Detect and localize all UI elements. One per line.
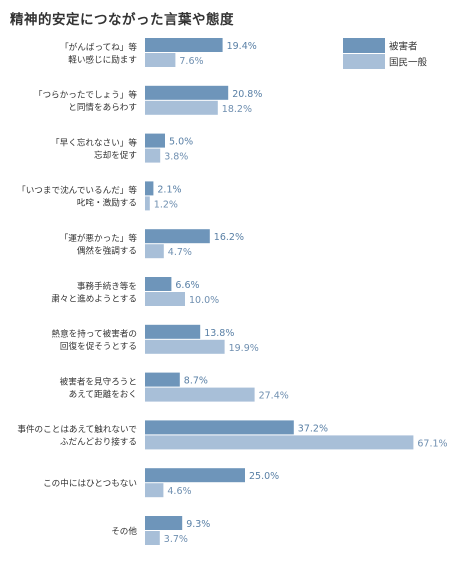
bar-victim-1 <box>145 85 229 100</box>
bar-victim-5 <box>145 277 172 291</box>
bar-public-4 <box>145 244 164 259</box>
value-label-victim-5: 6.6% <box>175 280 199 291</box>
category-label-3-1: 叱咤・激励する <box>77 197 137 209</box>
category-label-7-1: あえて距離をおく <box>69 388 137 400</box>
value-label-victim-8: 37.2% <box>298 423 328 434</box>
value-label-victim-10: 9.3% <box>186 519 210 530</box>
category-label-6-0: 熱意を持って被害者の <box>51 328 137 340</box>
bar-public-1 <box>145 100 218 115</box>
legend-swatch-victim <box>343 38 385 53</box>
value-label-victim-6: 13.8% <box>204 328 234 339</box>
value-label-victim-7: 8.7% <box>184 376 208 387</box>
value-label-public-2: 3.8% <box>164 152 188 163</box>
legend-label-public: 国民一般 <box>389 57 428 69</box>
category-label-10-0: その他 <box>111 525 137 537</box>
category-label-2-1: 忘却を促す <box>94 149 137 161</box>
value-label-public-4: 4.7% <box>168 247 192 258</box>
chart-title: 精神的安定につながった言葉や態度 <box>10 12 234 28</box>
bar-victim-9 <box>145 468 245 483</box>
category-label-5-0: 事務手続き等を <box>77 280 137 292</box>
bar-public-7 <box>145 387 255 402</box>
value-label-public-10: 3.7% <box>164 534 188 545</box>
category-label-4-0: 「運が悪かった」等 <box>60 232 138 244</box>
bar-public-0 <box>145 53 176 67</box>
bar-victim-8 <box>145 420 294 435</box>
category-label-7-0: 被害者を見守ろうと <box>60 375 137 387</box>
value-label-victim-4: 16.2% <box>214 232 244 243</box>
bar-victim-0 <box>145 38 223 52</box>
value-label-public-3: 1.2% <box>154 199 178 210</box>
value-label-public-5: 10.0% <box>189 295 219 306</box>
category-label-1-0: 「つらかったでしょう」等 <box>34 89 138 101</box>
value-label-victim-1: 20.8% <box>232 89 262 100</box>
bar-public-10 <box>145 531 160 545</box>
bar-victim-6 <box>145 324 201 339</box>
bar-victim-2 <box>145 133 165 148</box>
category-label-0-0: 「がんばってね」等 <box>60 41 137 53</box>
bar-public-3 <box>145 196 150 211</box>
value-label-victim-0: 19.4% <box>227 41 257 52</box>
category-label-8-0: 事件のことはあえて触れないで <box>17 423 137 435</box>
value-label-public-6: 19.9% <box>229 343 259 354</box>
category-label-0-1: 軽い感じに励ます <box>68 53 137 65</box>
bar-victim-7 <box>145 372 180 387</box>
bar-victim-10 <box>145 516 183 530</box>
category-label-2-0: 「早く忘れなさい」等 <box>51 136 137 148</box>
value-label-public-1: 18.2% <box>222 104 252 115</box>
bar-victim-4 <box>145 229 210 244</box>
value-label-public-7: 27.4% <box>259 391 289 402</box>
category-label-1-1: と同情をあらわす <box>68 101 137 113</box>
value-label-public-9: 4.6% <box>167 486 191 497</box>
category-label-3-0: 「いつまで沈んでいるんだ」等 <box>17 184 137 196</box>
legend-label-victim: 被害者 <box>389 41 418 53</box>
category-label-6-1: 回復を促そうとする <box>60 340 137 352</box>
legend-swatch-public <box>343 54 385 69</box>
value-label-victim-9: 25.0% <box>249 471 279 482</box>
bar-public-8 <box>145 435 414 450</box>
value-label-public-0: 7.6% <box>179 56 203 67</box>
value-label-public-8: 67.1% <box>417 438 447 449</box>
bar-public-6 <box>145 339 225 354</box>
bar-victim-3 <box>145 181 154 196</box>
value-label-victim-3: 2.1% <box>157 184 181 195</box>
category-label-4-1: 偶然を強調する <box>77 244 137 256</box>
bar-public-2 <box>145 148 161 163</box>
bar-public-9 <box>145 483 164 498</box>
category-label-8-1: ふだんどおり接する <box>60 436 137 448</box>
bar-public-5 <box>145 292 185 306</box>
category-label-9-0: この中にはひとつもない <box>43 477 137 489</box>
category-label-5-1: 粛々と進めようとする <box>51 292 137 304</box>
value-label-victim-2: 5.0% <box>169 137 193 148</box>
